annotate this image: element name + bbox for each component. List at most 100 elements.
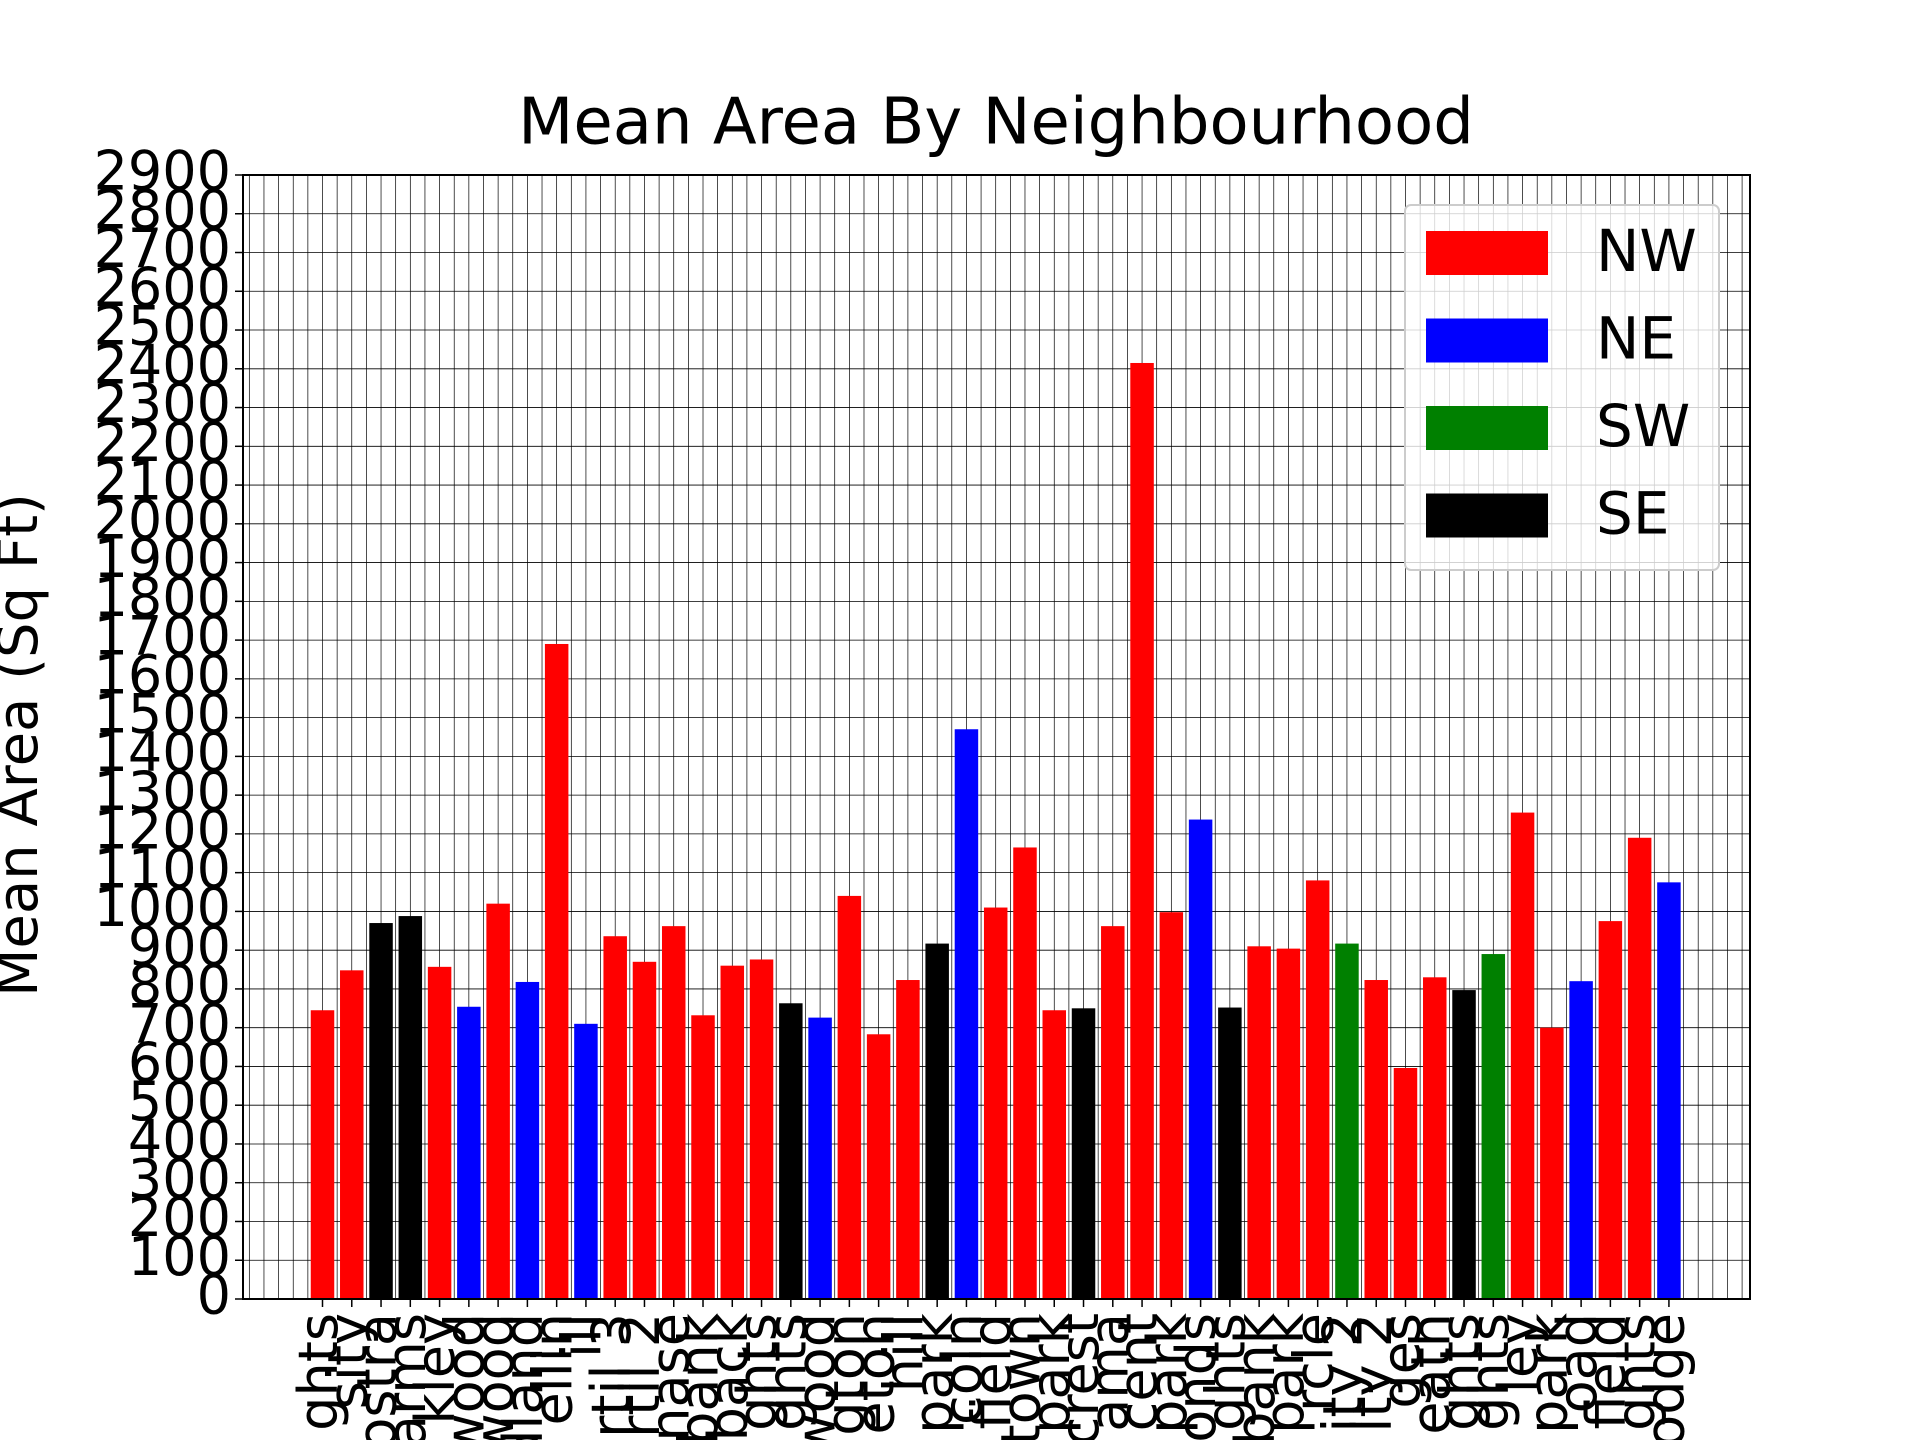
bar — [1510, 812, 1535, 1299]
x-tick-label: gton — [814, 1313, 877, 1436]
y-tick-label: 300 — [128, 1147, 231, 1210]
y-tick-label: 1500 — [94, 682, 231, 745]
x-tick-label: park — [1253, 1312, 1316, 1434]
bar — [896, 980, 920, 1299]
bar — [515, 981, 540, 1299]
x-tick-label: field — [960, 1313, 1023, 1430]
bar — [1393, 1067, 1418, 1299]
bar — [1452, 990, 1476, 1299]
bar — [1364, 980, 1388, 1299]
x-tick-label: ama — [1077, 1313, 1140, 1432]
y-tick-label: 900 — [128, 915, 231, 978]
y-tick-label: 1000 — [94, 876, 231, 939]
bar — [1218, 1007, 1242, 1299]
bar — [1540, 1027, 1564, 1299]
bar — [1598, 921, 1623, 1299]
x-tick-label: sity — [316, 1313, 379, 1409]
legend-swatch — [1426, 318, 1548, 363]
y-tick-label: 2300 — [94, 372, 231, 435]
bar — [1159, 912, 1184, 1299]
bar — [808, 1017, 832, 1299]
x-tick-label: ghts — [726, 1313, 789, 1431]
y-tick-label: 2600 — [94, 256, 231, 319]
chart-title: Mean Area By Neighbourhood — [518, 86, 1474, 160]
legend-box — [1404, 204, 1720, 571]
y-tick-label: 1800 — [94, 566, 231, 629]
legend-swatch — [1426, 406, 1548, 450]
x-tick-label: ghts — [755, 1313, 818, 1431]
bar — [457, 1006, 481, 1299]
bar — [1276, 948, 1301, 1299]
bar — [1627, 837, 1652, 1299]
legend-swatch — [1426, 231, 1548, 275]
y-tick-label: 2100 — [94, 450, 231, 513]
x-tick-label: kley — [404, 1313, 467, 1424]
y-tick-label: 400 — [128, 1109, 231, 1172]
x-tick-label: back — [697, 1312, 760, 1440]
y-tick-label: 1300 — [94, 760, 231, 823]
x-tick-label: field — [1575, 1313, 1638, 1430]
legend-swatch — [1426, 493, 1548, 538]
x-tick-label: park — [902, 1312, 965, 1434]
bar — [983, 907, 1008, 1299]
bar — [1657, 882, 1681, 1299]
bar — [574, 1023, 598, 1299]
x-tick-label: ges — [1370, 1313, 1433, 1409]
y-tick-label: 1400 — [94, 721, 231, 784]
x-tick-label: bank — [668, 1312, 731, 1440]
bar — [427, 966, 452, 1299]
x-tick-label: ity 2 — [1312, 1313, 1375, 1433]
x-tick-label: rtil 3 — [580, 1313, 643, 1438]
x-tick-label: bank — [1224, 1312, 1287, 1440]
y-tick-label: 2500 — [94, 295, 231, 358]
x-tick-label: wood — [785, 1313, 848, 1440]
y-axis-label: Mean Area (Sq Ft) — [0, 493, 51, 997]
x-tick-label: wood — [463, 1313, 526, 1440]
x-tick-label: ellin — [521, 1313, 584, 1425]
bar — [340, 970, 364, 1299]
bar — [544, 643, 569, 1299]
plot-frame — [242, 174, 1751, 1300]
x-tick-label: rtil 2 — [609, 1313, 672, 1438]
x-tick-label: ghts — [1604, 1313, 1667, 1431]
x-tick-label: eath — [1399, 1313, 1462, 1435]
x-tick-label: park — [1516, 1312, 1579, 1434]
bar — [398, 916, 423, 1299]
bar — [837, 895, 862, 1299]
x-tick-label: park — [1019, 1312, 1082, 1434]
bar — [1335, 943, 1359, 1299]
bar — [1013, 847, 1037, 1299]
y-tick-label: 2700 — [94, 217, 231, 280]
bar — [720, 965, 745, 1299]
x-tick-label: odge — [1634, 1313, 1697, 1440]
x-tick-label: ghts — [1458, 1313, 1521, 1431]
x-tick-label: ostra — [346, 1313, 409, 1440]
y-tick-label: 2400 — [94, 333, 231, 396]
y-tick-label: 2900 — [94, 140, 231, 203]
bar — [661, 926, 686, 1299]
legend-label: SE — [1596, 480, 1669, 548]
x-tick-label: dland — [492, 1313, 555, 1440]
bar — [486, 903, 510, 1299]
bar — [1071, 1008, 1096, 1299]
x-tick-label: ghts — [1195, 1313, 1258, 1431]
bar — [1101, 926, 1125, 1299]
bar — [310, 1010, 335, 1299]
y-tick-label: 1600 — [94, 644, 231, 707]
y-tick-label: 2000 — [94, 488, 231, 551]
bar — [1569, 981, 1593, 1299]
y-tick-label: 200 — [128, 1186, 231, 1249]
x-tick-label: crest — [1048, 1313, 1111, 1440]
y-tick-label: 1200 — [94, 799, 231, 862]
y-tick-label: 700 — [128, 992, 231, 1055]
x-tick-label: park — [1136, 1312, 1199, 1434]
y-tick-label: 2200 — [94, 411, 231, 474]
bar — [632, 961, 657, 1299]
y-tick-label: 600 — [128, 1031, 231, 1094]
bar — [1423, 977, 1447, 1299]
x-tick-label: rcle — [1282, 1313, 1345, 1412]
x-tick-label: ley — [1487, 1313, 1550, 1393]
x-tick-label: nase — [638, 1313, 701, 1440]
legend-label: SW — [1596, 392, 1690, 460]
